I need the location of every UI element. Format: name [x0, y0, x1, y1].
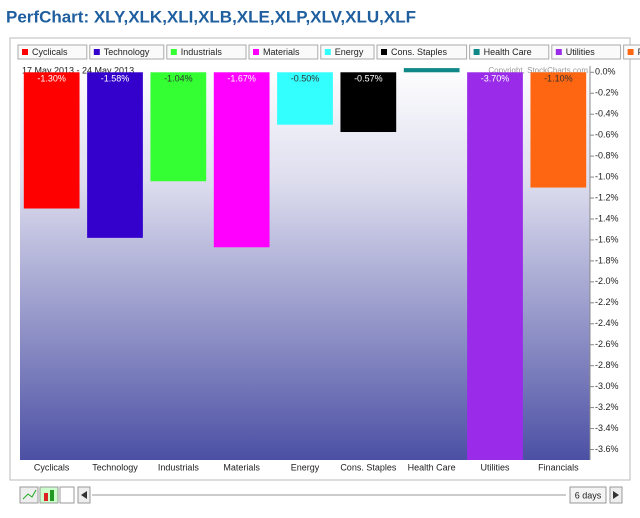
y-tick-label: -3.0%: [595, 381, 619, 391]
bar-icon[interactable]: [39, 486, 59, 504]
legend-label: Health Care: [484, 47, 532, 57]
legend-swatch: [93, 49, 100, 55]
legend-swatch: [381, 49, 387, 55]
value-label: -1.30%: [37, 74, 66, 84]
legend-label: Utilities: [566, 47, 596, 57]
bar-glyph: [50, 490, 54, 501]
date-range: 17 May 2013 - 24 May 2013: [22, 65, 134, 75]
period-label: 6 days: [575, 490, 602, 500]
value-label: -1.58%: [101, 74, 130, 84]
bar: [403, 68, 460, 73]
y-tick-label: -3.4%: [595, 423, 619, 433]
x-tick-label: Cyclicals: [34, 462, 70, 472]
y-tick-label: -0.8%: [595, 150, 619, 160]
y-tick-label: -3.6%: [595, 444, 619, 454]
x-tick-label: Technology: [92, 462, 138, 472]
legend-swatch: [324, 49, 331, 55]
legend-swatch: [22, 49, 28, 55]
x-tick-label: Industrials: [158, 462, 200, 472]
legend-swatch: [473, 49, 480, 55]
legend-label: Cons. Staples: [391, 47, 448, 57]
arrow: [613, 491, 619, 499]
legend-label: Materials: [263, 47, 300, 57]
y-tick-label: -2.8%: [595, 360, 619, 370]
legend-label: Energy: [335, 47, 364, 57]
value-label: -1.10%: [544, 74, 573, 84]
bar: [530, 72, 587, 188]
bar: [340, 72, 397, 133]
chart-title: PerfChart: XLY,XLK,XLI,XLB,XLE,XLP,XLV,X…: [6, 7, 416, 26]
legend-entry[interactable]: [320, 44, 375, 60]
value-label: -1.67%: [227, 74, 256, 84]
legend-swatch: [555, 49, 562, 55]
legend-entry[interactable]: [248, 44, 319, 60]
legend-label: Financials: [638, 47, 640, 57]
y-tick-label: -2.2%: [595, 297, 619, 307]
x-tick-label: Health Care: [408, 462, 456, 472]
x-tick-label: Materials: [223, 462, 260, 472]
legend-swatch: [170, 49, 177, 55]
y-tick-label: -0.2%: [595, 88, 619, 98]
bar: [213, 72, 270, 248]
y-tick-label: 0.0%: [595, 67, 616, 77]
legend-entry[interactable]: [17, 44, 88, 60]
fullscreen-icon[interactable]: [59, 486, 75, 504]
y-tick-label: -1.6%: [595, 234, 619, 244]
bar: [23, 72, 80, 209]
bar-glyph: [44, 493, 48, 501]
legend-label: Cyclicals: [32, 47, 68, 57]
legend-entry[interactable]: [469, 44, 550, 60]
y-tick-label: -1.0%: [595, 171, 619, 181]
x-tick-label: Energy: [291, 462, 320, 472]
x-tick-label: Cons. Staples: [340, 462, 397, 472]
y-tick-label: -2.6%: [595, 339, 619, 349]
legend-swatch: [253, 49, 259, 55]
legend-swatch: [627, 49, 634, 55]
y-tick-label: -1.2%: [595, 192, 619, 202]
y-tick-label: -0.6%: [595, 130, 619, 140]
line-glyph: [22, 489, 37, 500]
value-label: -1.04%: [164, 74, 193, 84]
x-tick-label: Financials: [538, 462, 579, 472]
value-label: -0.57%: [354, 74, 383, 84]
arrow: [81, 491, 87, 499]
period-button[interactable]: [569, 486, 607, 504]
bar: [467, 72, 523, 460]
y-tick-label: -0.4%: [595, 109, 619, 119]
legend-entry[interactable]: [376, 44, 468, 60]
x-tick-label: Utilities: [480, 462, 510, 472]
legend-entry[interactable]: [89, 44, 165, 60]
legend-entry[interactable]: [166, 44, 247, 60]
value-label: -3.70%: [481, 74, 510, 84]
bar: [277, 72, 333, 125]
y-tick-label: -1.4%: [595, 213, 619, 223]
bar: [87, 72, 143, 238]
bar: [150, 72, 207, 182]
y-tick-label: -1.8%: [595, 255, 619, 265]
y-tick-label: -2.4%: [595, 318, 619, 328]
y-tick-label: -3.2%: [595, 402, 619, 412]
value-label: -0.50%: [291, 74, 320, 84]
legend-label: Technology: [104, 47, 150, 57]
copyright: Copyright, StockCharts.com: [488, 66, 588, 75]
y-tick-label: -2.0%: [595, 276, 619, 286]
legend-entry[interactable]: [551, 44, 622, 60]
legend-label: Industrials: [181, 47, 223, 57]
